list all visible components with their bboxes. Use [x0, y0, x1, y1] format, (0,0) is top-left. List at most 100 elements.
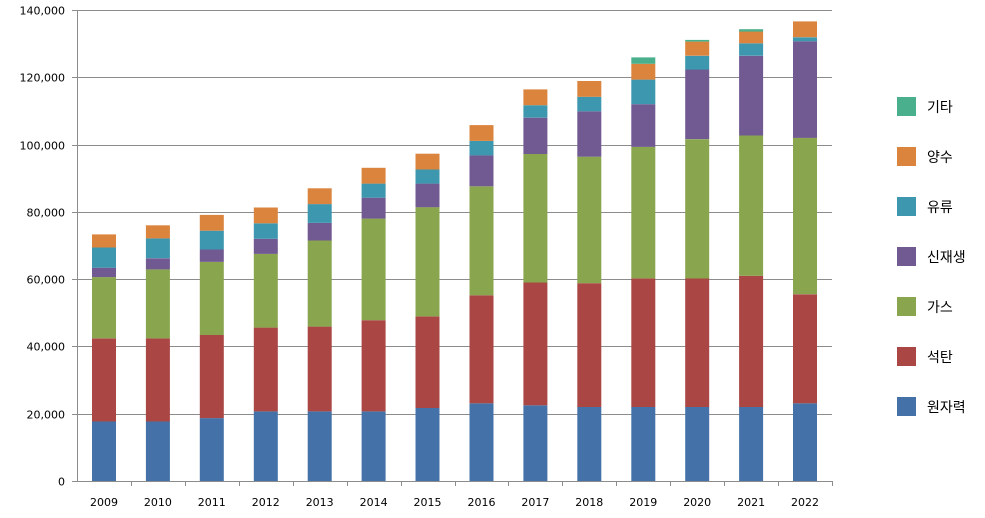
- bar-segment: [361, 197, 386, 219]
- x-tick-label: 2012: [252, 496, 280, 509]
- bar-segment: [793, 41, 817, 138]
- bar-segment: [307, 326, 332, 412]
- legend-swatch: [897, 197, 916, 216]
- bar-segment: [739, 135, 764, 276]
- bar-segment: [631, 278, 656, 407]
- legend-label: 양수: [927, 150, 953, 166]
- bar-segment: [685, 55, 710, 70]
- legend-swatch: [897, 97, 916, 116]
- bar-segment: [361, 411, 386, 481]
- bar-segment: [685, 39, 710, 42]
- gridlines: [77, 10, 832, 482]
- y-tick-label: 120,000: [20, 72, 66, 85]
- x-tick-label: 2014: [360, 496, 388, 509]
- bar-segment: [145, 338, 170, 422]
- bar-segment: [199, 262, 224, 335]
- bar-segment: [253, 327, 278, 412]
- bar-segment: [307, 223, 332, 241]
- x-tick-label: 2015: [414, 496, 442, 509]
- x-tick-label: 2021: [737, 496, 765, 509]
- legend-swatch: [897, 347, 916, 366]
- legend-label: 기타: [927, 100, 953, 116]
- x-tick-label: 2019: [629, 496, 657, 509]
- bar-segment: [523, 89, 548, 106]
- bar-segment: [631, 407, 656, 481]
- legend-label: 원자력: [927, 400, 966, 416]
- bar-segment: [793, 403, 817, 481]
- x-tick-label: 2013: [306, 496, 334, 509]
- bar-segment: [793, 137, 817, 295]
- legend-swatch: [897, 147, 916, 166]
- bar-segment: [92, 247, 116, 268]
- bar-segment: [577, 111, 602, 157]
- bar-segment: [631, 79, 656, 105]
- bar-segment: [469, 140, 494, 156]
- bar-segment: [253, 253, 278, 328]
- bar-segment: [145, 269, 170, 339]
- bar-segment: [415, 153, 440, 170]
- bar-segment: [469, 403, 494, 481]
- bar-segment: [739, 407, 764, 481]
- bar-segment: [145, 421, 170, 481]
- bar-segment: [793, 294, 817, 404]
- bar-segment: [739, 43, 764, 56]
- bar-segment: [92, 234, 116, 248]
- bar-segment: [631, 146, 656, 279]
- bar-segment: [793, 37, 817, 42]
- bar-segment: [92, 338, 116, 422]
- bar-segment: [577, 407, 602, 481]
- bar-segment: [415, 183, 440, 208]
- bar-segment: [577, 156, 602, 284]
- bar-segment: [469, 155, 494, 187]
- bar-segment: [739, 31, 764, 44]
- bar-segment: [577, 283, 602, 407]
- bar-segment: [415, 207, 440, 317]
- legend-label: 신재생: [927, 250, 966, 266]
- bar-segment: [199, 335, 224, 419]
- y-tick-label: 60,000: [27, 274, 66, 287]
- bar-segment: [253, 207, 278, 224]
- bar-segment: [307, 240, 332, 327]
- bar-segment: [415, 408, 440, 481]
- x-tick-label: 2020: [683, 496, 711, 509]
- y-tick-label: 0: [58, 476, 65, 489]
- x-tick-label: 2022: [791, 496, 819, 509]
- bar-segment: [253, 238, 278, 254]
- bar-segment: [685, 69, 710, 140]
- bar-segment: [739, 55, 764, 136]
- bar-segment: [199, 230, 224, 250]
- bar-segment: [199, 249, 224, 262]
- bar-segment: [253, 411, 278, 481]
- y-tick-label: 80,000: [27, 207, 66, 220]
- bar-segment: [145, 238, 170, 259]
- bar-segment: [415, 169, 440, 184]
- bar-segment: [307, 204, 332, 223]
- bar-segment: [92, 267, 116, 278]
- x-tick-label: 2009: [90, 496, 118, 509]
- legend-label: 유류: [927, 200, 953, 216]
- bar-segment: [523, 117, 548, 154]
- bar-segment: [307, 188, 332, 205]
- bar-segment: [739, 29, 764, 32]
- bars: [92, 21, 817, 481]
- bar-segment: [793, 21, 817, 38]
- bar-segment: [739, 275, 764, 407]
- bar-segment: [199, 418, 224, 481]
- bar-segment: [685, 139, 710, 279]
- legend-swatch: [897, 397, 916, 416]
- bar-segment: [685, 278, 710, 407]
- bar-segment: [199, 214, 224, 231]
- bar-segment: [145, 258, 170, 270]
- bar-segment: [577, 81, 602, 97]
- bar-segment: [307, 411, 332, 481]
- x-tick-label: 2011: [198, 496, 226, 509]
- bar-segment: [523, 405, 548, 481]
- y-tick-label: 20,000: [27, 409, 66, 422]
- bar-segment: [523, 105, 548, 118]
- bar-segment: [577, 96, 602, 112]
- bar-segment: [361, 320, 386, 412]
- bar-segment: [145, 225, 170, 239]
- x-tick-label: 2016: [468, 496, 496, 509]
